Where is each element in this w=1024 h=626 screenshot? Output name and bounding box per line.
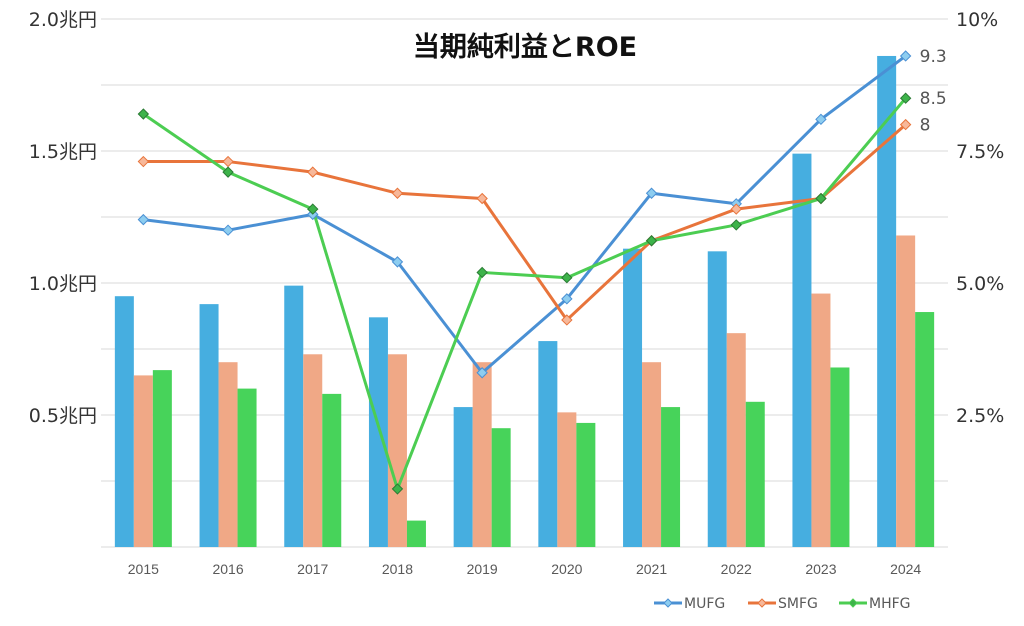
line-mufg (143, 54, 907, 375)
marker-smfg-2024 (899, 118, 912, 131)
x-axis-tick-label: 2015 (128, 561, 159, 577)
x-axis-tick-label: 2021 (636, 561, 667, 577)
legend-marker-mhfg (848, 598, 858, 608)
x-axis-tick-label: 2024 (890, 561, 921, 577)
left-axis-tick-label: 0.5兆円 (29, 405, 97, 427)
marker-mhfg-2018 (391, 483, 404, 495)
right-axis-tick-label: 5.0% (956, 273, 1004, 295)
bar-smfg-2019 (472, 362, 492, 547)
bar-mufg-2022 (707, 251, 727, 547)
bar-mufg-2017 (284, 285, 304, 547)
end-label-smfg: 8 (920, 116, 931, 136)
x-axis-ticks: 2015 2016 2017 2018 2019 2020 2021 2022 2023 2024 (128, 561, 922, 577)
end-labels: 9.3 8 8.5 (920, 47, 947, 136)
line-smfg (143, 123, 907, 322)
marker-mhfg-2017 (307, 203, 319, 215)
bar-smfg-2023 (811, 293, 831, 547)
left-axis-tick-label: 1.0兆円 (29, 273, 97, 295)
legend-marker-mufg (663, 598, 673, 608)
bar-mufg-2021 (623, 248, 643, 547)
right-axis-tick-label: 2.5% (956, 405, 1004, 427)
x-axis-tick-label: 2022 (721, 561, 752, 577)
legend-label-mufg: MUFG (684, 596, 725, 612)
end-label-mufg: 9.3 (920, 47, 947, 67)
bar-mhfg-2020 (576, 422, 596, 547)
x-axis-tick-label: 2019 (467, 561, 498, 577)
right-axis-tick-label: 7.5% (956, 141, 1004, 163)
marker-mhfg-2022 (730, 219, 742, 231)
marker-mhfg-2020 (561, 272, 573, 284)
line-mhfg (142, 97, 907, 491)
bar-smfg-2016 (218, 362, 238, 547)
marker-mhfg-2021 (645, 235, 658, 247)
bar-mufg-2015 (114, 296, 134, 547)
bar-mufg-2016 (199, 304, 219, 547)
right-axis-ticks: 2.5% 5.0% 7.5% 10% (956, 9, 1004, 427)
marker-mhfg-2016 (222, 166, 234, 178)
bar-series-group (114, 55, 935, 548)
marker-smfg-2015 (137, 155, 150, 168)
marker-mufg-2024 (899, 50, 912, 62)
bar-mufg-2019 (453, 407, 473, 547)
right-axis-tick-label: 10% (956, 9, 998, 31)
bar-mhfg-2023 (830, 367, 850, 547)
bar-mufg-2020 (538, 341, 558, 547)
marker-mufg-2016 (222, 224, 234, 236)
line-series-group (137, 50, 912, 495)
legend: MUFG SMFG MHFG (654, 596, 911, 612)
bar-smfg-2015 (133, 375, 153, 547)
bar-mufg-2018 (368, 317, 388, 547)
marker-mhfg-2024 (899, 92, 912, 104)
bar-mhfg-2022 (745, 401, 765, 547)
x-axis-tick-label: 2018 (382, 561, 413, 577)
bar-mhfg-2016 (237, 388, 257, 547)
bar-mufg-2024 (877, 55, 897, 548)
marker-smfg-2020 (561, 314, 573, 326)
x-axis-tick-label: 2020 (551, 561, 582, 577)
bar-smfg-2020 (557, 412, 577, 547)
marker-mhfg-2015 (137, 108, 150, 120)
x-axis-tick-label: 2017 (297, 561, 328, 577)
bar-smfg-2018 (387, 354, 407, 547)
bar-mhfg-2018 (406, 520, 426, 547)
marker-smfg-2022 (730, 203, 742, 215)
bar-smfg-2017 (303, 354, 323, 547)
legend-marker-smfg (757, 598, 767, 608)
bar-smfg-2021 (642, 362, 662, 547)
bar-mhfg-2021 (661, 407, 681, 547)
marker-mufg-2015 (137, 213, 150, 226)
bar-mhfg-2024 (915, 312, 935, 547)
bar-mufg-2023 (792, 153, 812, 547)
marker-mufg-2019 (476, 367, 488, 379)
bar-mhfg-2017 (322, 393, 342, 547)
left-axis-tick-label: 2.0兆円 (29, 9, 97, 31)
marker-smfg-2019 (476, 192, 488, 205)
legend-label-smfg: SMFG (778, 596, 818, 612)
marker-smfg-2017 (307, 166, 319, 178)
marker-mufg-2021 (645, 187, 658, 199)
marker-smfg-2018 (391, 187, 404, 199)
chart-title: 当期純利益とROE (413, 31, 637, 63)
legend-label-mhfg: MHFG (869, 596, 911, 612)
marker-mhfg-2019 (476, 266, 488, 279)
marker-mufg-2023 (815, 113, 827, 126)
marker-mufg-2020 (561, 293, 573, 305)
x-axis-tick-label: 2016 (212, 561, 243, 577)
marker-mhfg-2023 (815, 192, 827, 205)
marker-smfg-2016 (222, 155, 234, 168)
bar-smfg-2024 (896, 235, 916, 548)
left-axis-tick-label: 1.5兆円 (29, 141, 97, 163)
left-axis-ticks: 0.5兆円 1.0兆円 1.5兆円 2.0兆円 (29, 9, 97, 427)
bar-mhfg-2015 (152, 370, 172, 547)
end-label-mhfg: 8.5 (920, 89, 947, 109)
bar-smfg-2022 (726, 333, 746, 547)
x-axis-tick-label: 2023 (805, 561, 836, 577)
bar-mhfg-2019 (491, 428, 511, 547)
marker-mufg-2018 (391, 256, 404, 268)
